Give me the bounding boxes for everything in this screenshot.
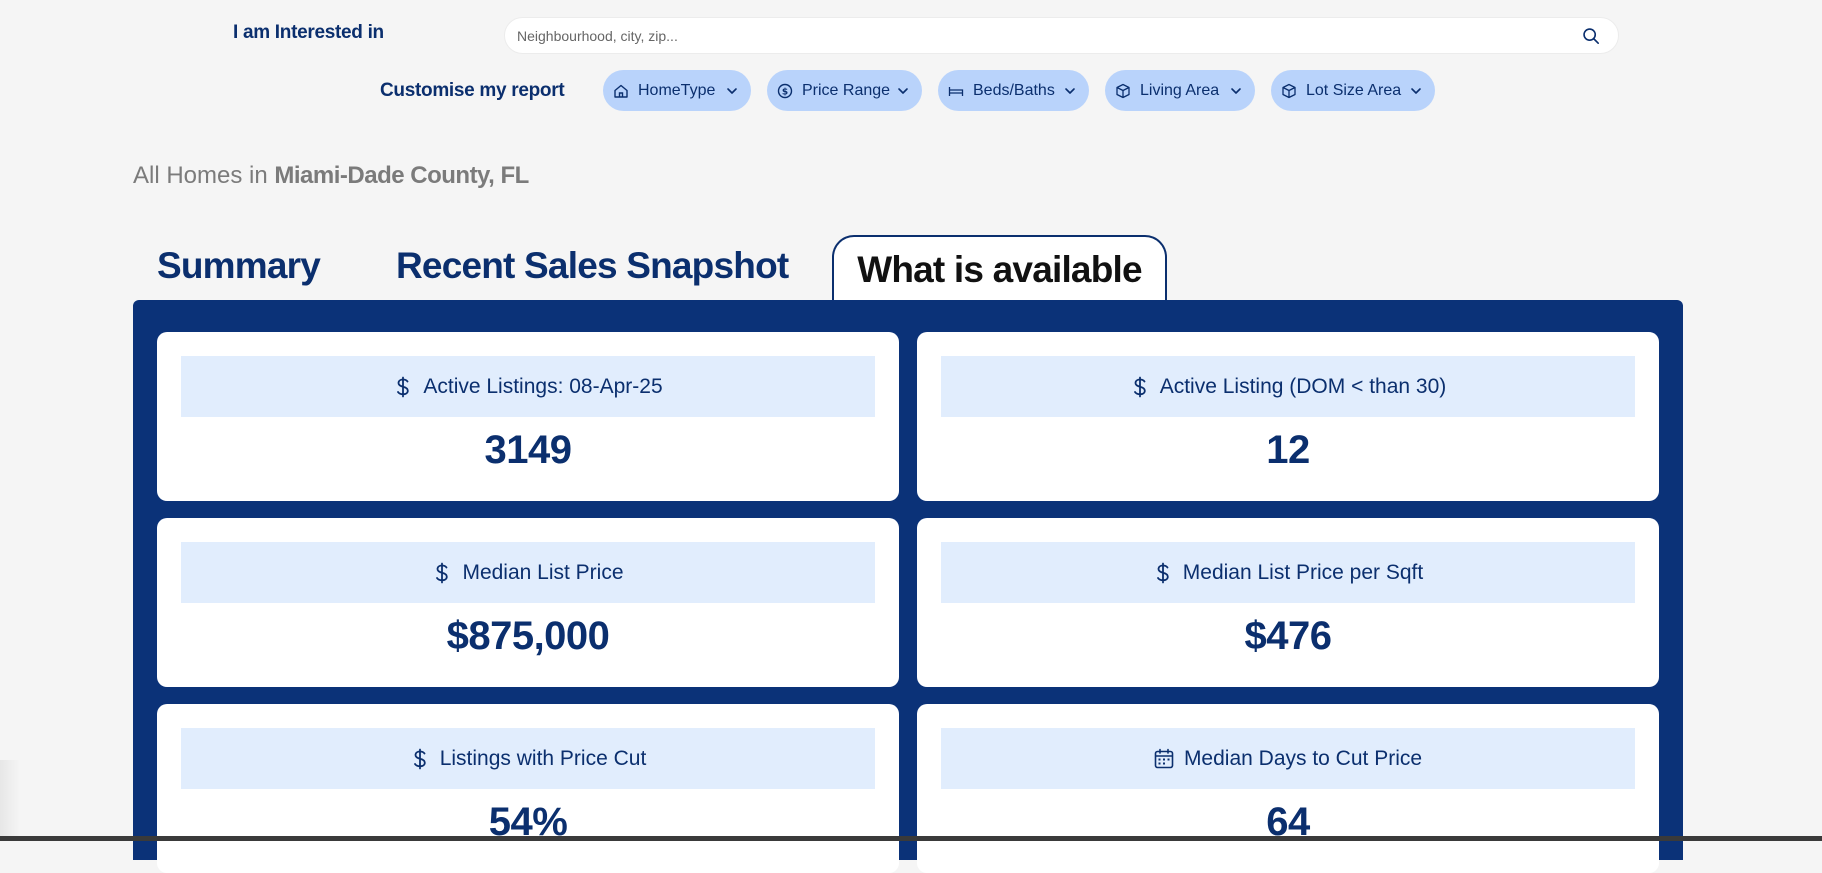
chevron-down-icon (1411, 87, 1421, 94)
customise-label: Customise my report (380, 80, 565, 101)
chevron-down-icon (727, 87, 737, 94)
dollar-circle-icon: $ (777, 83, 793, 98)
beds-baths-label: Beds/Baths (973, 81, 1055, 99)
metric-value: 3149 (484, 428, 572, 472)
metric-card-header: Active Listing (DOM < than 30) (941, 356, 1635, 417)
metric-title: Median Days to Cut Price (1183, 746, 1423, 770)
metric-value: 12 (1266, 428, 1310, 472)
dollar-icon (413, 748, 426, 769)
edge-shadow (0, 760, 20, 841)
metric-value: $476 (1244, 614, 1332, 658)
search-input[interactable] (517, 18, 1557, 53)
metric-title: Median List Price (462, 560, 624, 584)
metric-card: Active Listings: 08-Apr-25 3149 (157, 332, 899, 501)
tab-summary[interactable]: Summary (157, 245, 321, 286)
metric-card-header: Median List Price per Sqft (941, 542, 1635, 603)
chevron-down-icon (1065, 87, 1075, 94)
metric-card-header: Listings with Price Cut (181, 728, 875, 789)
hometype-label: HomeType (638, 81, 716, 99)
headline-location: Miami-Dade County, FL (274, 162, 529, 189)
metric-title: Listings with Price Cut (439, 746, 647, 770)
search-box[interactable] (504, 17, 1619, 54)
metric-title: Median List Price per Sqft (1182, 560, 1424, 584)
cube-icon (1116, 83, 1130, 98)
headline-prefix: All Homes in (133, 162, 268, 189)
lot-size-area-label: Lot Size Area (1306, 81, 1402, 99)
metric-title: Active Listing (DOM < than 30) (1159, 374, 1447, 398)
window-bottom-edge (0, 836, 1822, 841)
metric-card: Median Days to Cut Price 64 (917, 704, 1659, 873)
metric-card-header: Median List Price (181, 542, 875, 603)
metrics-panel: Active Listings: 08-Apr-25 3149 Active L… (133, 300, 1683, 873)
dollar-icon (1156, 562, 1169, 583)
svg-text:$: $ (782, 87, 788, 97)
tab-what-is-available[interactable]: What is available (832, 235, 1167, 302)
metric-card: Median List Price per Sqft $476 (917, 518, 1659, 687)
price-range-label: Price Range (802, 81, 891, 99)
price-range-filter[interactable]: $ Price Range (767, 70, 922, 111)
tab-recent-sales-snapshot[interactable]: Recent Sales Snapshot (396, 245, 789, 286)
chevron-down-icon (1231, 87, 1241, 94)
dollar-icon (436, 562, 449, 583)
search-icon[interactable] (1582, 27, 1600, 45)
metric-card: Listings with Price Cut 54% (157, 704, 899, 873)
dollar-icon (397, 376, 410, 397)
metric-card-header: Median Days to Cut Price (941, 728, 1635, 789)
living-area-label: Living Area (1140, 81, 1220, 99)
home-icon (614, 84, 628, 98)
search-row: I am Interested in (0, 17, 1822, 55)
hometype-filter[interactable]: HomeType (603, 70, 751, 111)
chevron-down-icon (898, 87, 908, 94)
calendar-icon (1154, 748, 1174, 768)
dollar-icon (1133, 376, 1146, 397)
lot-size-area-filter[interactable]: Lot Size Area (1271, 70, 1435, 111)
metric-value: $875,000 (446, 614, 610, 658)
filter-row: Customise my report HomeType $ Price Ran… (0, 70, 1822, 112)
metric-card: Median List Price $875,000 (157, 518, 899, 687)
beds-baths-filter[interactable]: Beds/Baths (938, 70, 1089, 111)
page-title: All Homes in Miami-Dade County, FL (133, 162, 529, 190)
interest-label: I am Interested in (233, 22, 384, 43)
metric-card: Active Listing (DOM < than 30) 12 (917, 332, 1659, 501)
cube-icon (1282, 83, 1296, 98)
metric-card-header: Active Listings: 08-Apr-25 (181, 356, 875, 417)
living-area-filter[interactable]: Living Area (1105, 70, 1255, 111)
metric-title: Active Listings: 08-Apr-25 (423, 374, 663, 398)
bed-icon (948, 86, 964, 96)
